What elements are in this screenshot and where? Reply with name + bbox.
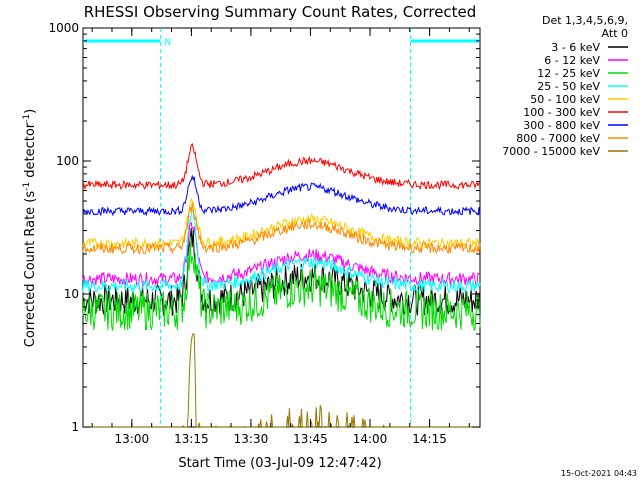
- legend-label-8: 7000 - 15000 keV: [502, 145, 600, 158]
- footer-timestamp: 15-Oct-2021 04:43: [561, 469, 637, 478]
- y-tick-label: 10: [64, 287, 79, 301]
- chart-title: RHESSI Observing Summary Count Rates, Co…: [84, 3, 477, 21]
- series-line-3: [82, 209, 481, 294]
- legend-header-line2: Att 0: [602, 27, 628, 40]
- x-tick-label: 14:00: [353, 432, 388, 446]
- series-line-8: [83, 332, 480, 429]
- y-tick-label: 100: [56, 154, 79, 168]
- series-line-4: [82, 198, 481, 251]
- series-line-5: [82, 142, 481, 191]
- y-axis-label-sup1: -1: [22, 182, 32, 191]
- y-axis-label-end: ): [23, 109, 38, 114]
- y-axis-label-main: Corrected Count Rate (s: [23, 191, 38, 348]
- legend-label-0: 3 - 6 keV: [551, 41, 600, 54]
- legend-label-4: 50 - 100 keV: [530, 93, 600, 106]
- x-axis-label: Start Time (03-Jul-09 12:47:42): [178, 456, 381, 471]
- x-tick-label: 14:15: [412, 432, 447, 446]
- series-lines: [82, 142, 481, 429]
- y-axis-label-sup2: -1: [22, 114, 32, 123]
- series-line-1: [82, 221, 481, 287]
- legend-label-7: 800 - 7000 keV: [516, 132, 600, 145]
- x-tick-label: 13:30: [234, 432, 269, 446]
- legend-label-2: 12 - 25 keV: [537, 67, 600, 80]
- night-flags: N: [83, 28, 480, 427]
- y-axis-label-mid: detector: [23, 122, 38, 182]
- legend-label-3: 25 - 50 keV: [537, 80, 600, 93]
- axes: 1 10 100 1000 13:00 13:15 13:30 13:45 14:00 14:15: [48, 21, 480, 446]
- legend-label-1: 6 - 12 keV: [544, 54, 600, 67]
- legend-label-5: 100 - 300 keV: [523, 106, 600, 119]
- x-tick-label: 13:15: [174, 432, 209, 446]
- night-flag-label: N: [164, 38, 171, 48]
- legend-header-line1: Det 1,3,4,5,6,9,: [542, 14, 628, 27]
- y-tick-label: 1: [71, 420, 79, 434]
- series-line-6: [82, 174, 481, 217]
- y-axis-label: Corrected Count Rate (s-1 detector-1): [22, 109, 38, 347]
- x-tick-label: 13:45: [293, 432, 328, 446]
- series-line-2: [82, 236, 481, 331]
- legend-label-6: 300 - 800 keV: [523, 119, 600, 132]
- x-tick-label: 13:00: [115, 432, 150, 446]
- y-tick-label: 1000: [48, 21, 79, 35]
- series-line-7: [82, 202, 481, 255]
